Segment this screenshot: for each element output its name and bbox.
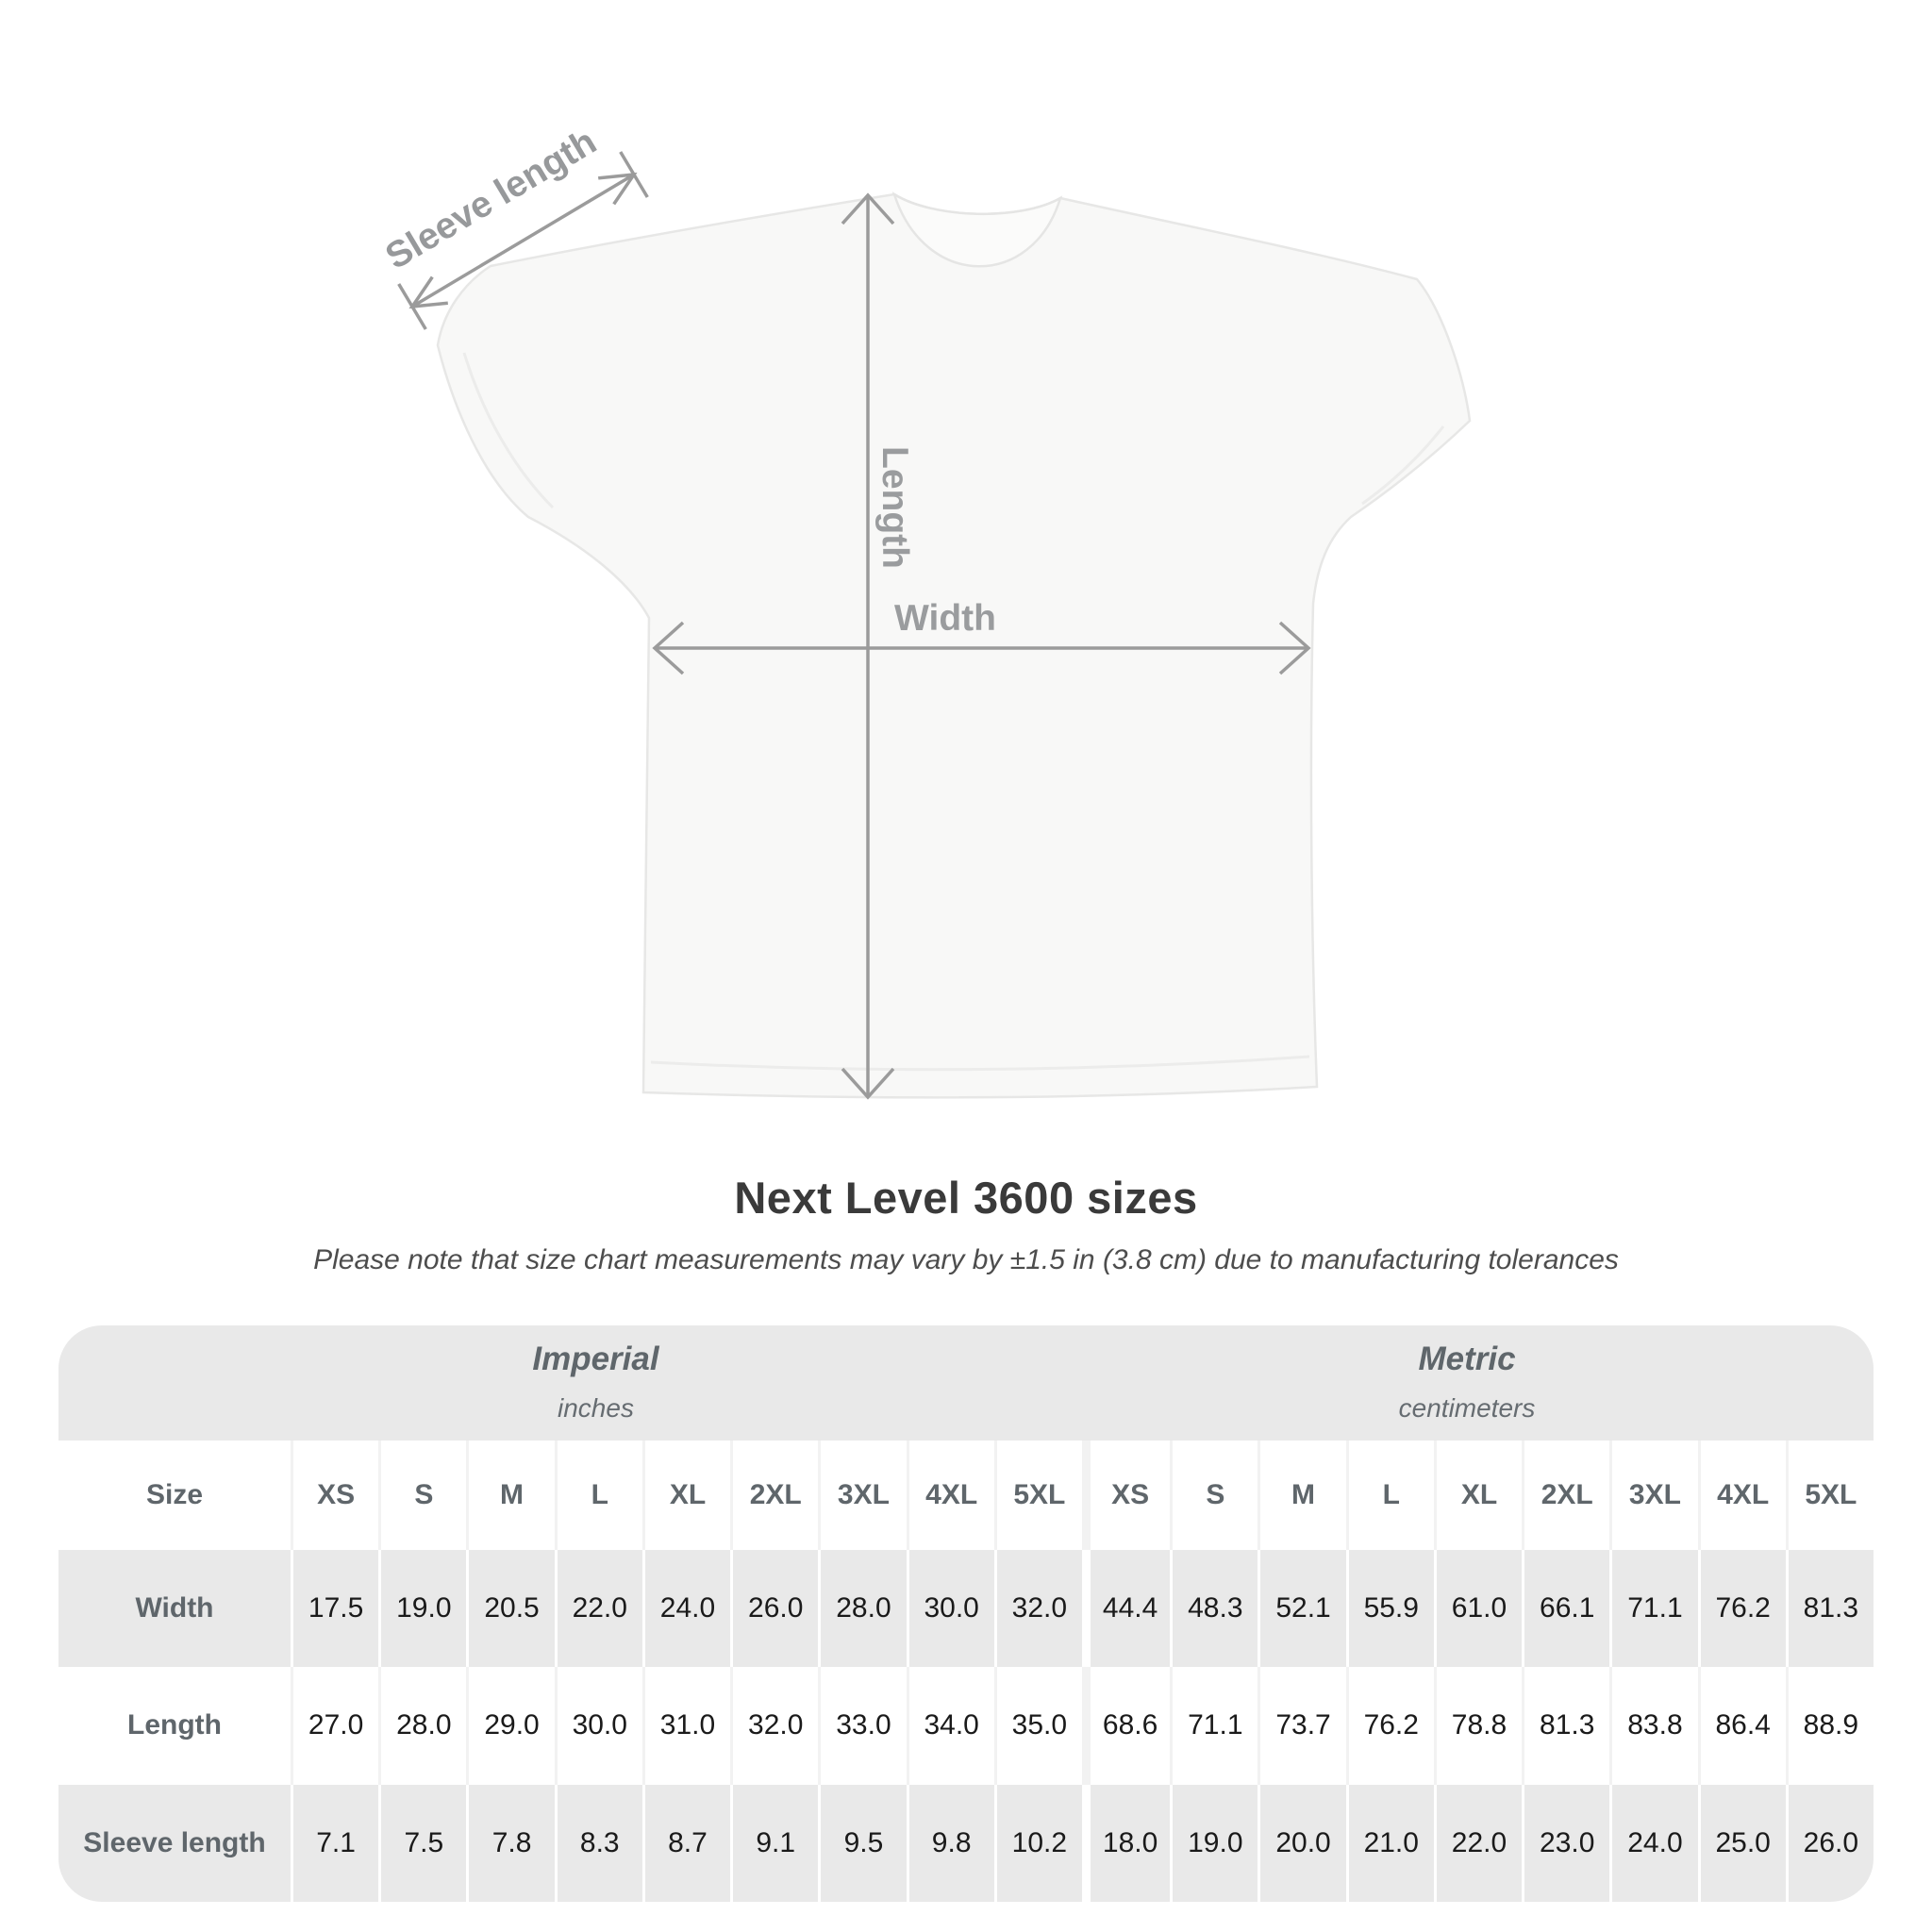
value-cell: 81.3: [1785, 1550, 1874, 1668]
value-cell: 22.0: [554, 1550, 642, 1668]
value-cell: 9.1: [730, 1784, 819, 1902]
value-cell: 31.0: [641, 1667, 731, 1785]
value-cell: 17.5: [291, 1550, 379, 1668]
metric-size-header: XL: [1433, 1441, 1523, 1550]
imperial-size-header: M: [466, 1441, 555, 1550]
metric-size-header: L: [1345, 1441, 1434, 1550]
value-cell: 22.0: [1433, 1784, 1523, 1902]
row-label-sleeve-length: Sleeve length: [58, 1784, 291, 1902]
imperial-unit: inches: [558, 1393, 634, 1423]
metric-unit: centimeters: [1398, 1393, 1536, 1423]
tshirt-collar: [891, 192, 1063, 268]
imperial-size-header: 4XL: [906, 1441, 994, 1550]
value-cell: 23.0: [1522, 1784, 1610, 1902]
metric-group-header: Metric centimeters: [1399, 1341, 1536, 1424]
value-cell: 48.3: [1170, 1550, 1258, 1668]
value-cell: 19.0: [378, 1550, 467, 1668]
value-cell: 30.0: [554, 1667, 642, 1785]
metric-size-header: 4XL: [1697, 1441, 1786, 1550]
imperial-size-header: S: [378, 1441, 467, 1550]
value-cell: 68.6: [1081, 1667, 1171, 1785]
row-label-width: Width: [58, 1550, 291, 1668]
value-cell: 26.0: [730, 1550, 819, 1668]
value-cell: 71.1: [1170, 1667, 1258, 1785]
value-cell: 32.0: [730, 1667, 819, 1785]
value-cell: 29.0: [466, 1667, 555, 1785]
metric-size-header: S: [1170, 1441, 1258, 1550]
value-cell: 30.0: [906, 1550, 994, 1668]
value-cell: 55.9: [1345, 1550, 1434, 1668]
value-cell: 28.0: [818, 1550, 907, 1668]
metric-size-header: 2XL: [1522, 1441, 1610, 1550]
value-cell: 78.8: [1433, 1667, 1523, 1785]
value-cell: 19.0: [1170, 1784, 1258, 1902]
value-cell: 26.0: [1785, 1784, 1874, 1902]
value-cell: 73.7: [1257, 1667, 1346, 1785]
imperial-size-header: L: [554, 1441, 642, 1550]
length-label: Length: [874, 446, 915, 569]
value-cell: 25.0: [1697, 1784, 1786, 1902]
value-cell: 86.4: [1697, 1667, 1786, 1785]
value-cell: 88.9: [1785, 1667, 1874, 1785]
value-cell: 52.1: [1257, 1550, 1346, 1668]
value-cell: 32.0: [993, 1550, 1082, 1668]
value-cell: 20.0: [1257, 1784, 1346, 1902]
value-cell: 18.0: [1081, 1784, 1171, 1902]
value-cell: 9.5: [818, 1784, 907, 1902]
imperial-size-header: 5XL: [993, 1441, 1082, 1550]
length-arrow: [841, 192, 895, 1100]
right-sleeve-stitch-seam: [1361, 425, 1445, 506]
value-cell: 20.5: [466, 1550, 555, 1668]
width-arrow: [652, 621, 1311, 675]
metric-size-header: 3XL: [1609, 1441, 1698, 1550]
page-title: Next Level 3600 sizes: [734, 1173, 1198, 1223]
metric-size-header: 5XL: [1785, 1441, 1874, 1550]
value-cell: 27.0: [291, 1667, 379, 1785]
metric-size-header: M: [1257, 1441, 1346, 1550]
imperial-size-header: XS: [291, 1441, 379, 1550]
row-label-length: Length: [58, 1667, 291, 1785]
value-cell: 7.5: [378, 1784, 467, 1902]
tolerance-note: Please note that size chart measurements…: [313, 1244, 1619, 1275]
value-cell: 71.1: [1609, 1550, 1698, 1668]
value-cell: 66.1: [1522, 1550, 1610, 1668]
corner-header: Size: [58, 1441, 291, 1550]
value-cell: 8.3: [554, 1784, 642, 1902]
value-cell: 21.0: [1345, 1784, 1434, 1902]
value-cell: 7.1: [291, 1784, 379, 1902]
value-cell: 83.8: [1609, 1667, 1698, 1785]
metric-label: Metric: [1418, 1341, 1516, 1377]
value-cell: 44.4: [1081, 1550, 1171, 1668]
unit-banner: Imperial inches Metric centimeters: [58, 1325, 1874, 1441]
metric-size-header: XS: [1081, 1441, 1171, 1550]
value-cell: 24.0: [641, 1550, 731, 1668]
imperial-group-header: Imperial inches: [532, 1341, 658, 1424]
value-cell: 28.0: [378, 1667, 467, 1785]
title-block: Next Level 3600 sizes Please note that s…: [0, 1172, 1932, 1276]
tshirt-body: [436, 192, 1472, 1099]
left-sleeve-stitch-seam: [462, 352, 555, 509]
imperial-size-header: 3XL: [818, 1441, 907, 1550]
value-cell: 10.2: [993, 1784, 1082, 1902]
value-cell: 35.0: [993, 1667, 1082, 1785]
value-cell: 76.2: [1345, 1667, 1434, 1785]
value-cell: 61.0: [1433, 1550, 1523, 1668]
imperial-size-header: XL: [641, 1441, 731, 1550]
value-cell: 76.2: [1697, 1550, 1786, 1668]
value-cell: 7.8: [466, 1784, 555, 1902]
value-cell: 34.0: [906, 1667, 994, 1785]
value-cell: 24.0: [1609, 1784, 1698, 1902]
imperial-label: Imperial: [532, 1341, 659, 1377]
imperial-size-header: 2XL: [730, 1441, 819, 1550]
value-cell: 81.3: [1522, 1667, 1610, 1785]
size-table: Imperial inches Metric centimeters Size …: [58, 1325, 1874, 1902]
width-label: Width: [894, 598, 996, 639]
value-cell: 8.7: [641, 1784, 731, 1902]
value-cell: 9.8: [906, 1784, 994, 1902]
hem-stitch-seam: [650, 1055, 1310, 1072]
value-cell: 33.0: [818, 1667, 907, 1785]
sleeve-length-arrow: [397, 151, 649, 330]
